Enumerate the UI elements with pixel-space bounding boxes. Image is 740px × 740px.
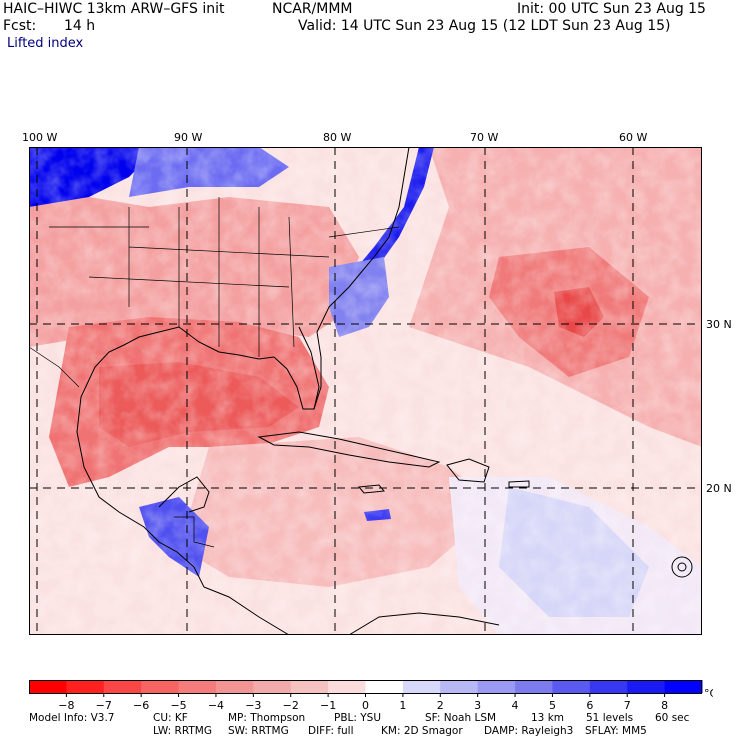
colorbar-labels: −8 −7 −6 −5 −4 −3 −2 −1 0 1 2 3 4 5 6 7 8 °C bbox=[58, 687, 713, 712]
colorbar-swatch bbox=[141, 680, 180, 693]
colorbar-swatch bbox=[627, 680, 666, 693]
colorbar-tick-label: 7 bbox=[624, 699, 631, 712]
map-frame bbox=[29, 147, 702, 635]
valid-time: Valid: 14 UTC Sun 23 Aug 15 (12 LDT Sun … bbox=[298, 18, 671, 34]
storm-contour bbox=[671, 556, 693, 578]
lat-label-20n: 20 N bbox=[706, 482, 732, 495]
gulf-coast bbox=[76, 326, 320, 588]
footer-sf: SF: Noah LSM bbox=[425, 712, 497, 724]
footer-model-info: Model Info: V3.7 bbox=[29, 712, 115, 724]
colorbar-tick-label: −4 bbox=[208, 699, 224, 712]
colorbar-swatch bbox=[365, 680, 404, 693]
colorbar-swatch bbox=[29, 680, 67, 693]
puerto-rico bbox=[508, 480, 530, 488]
colorbar-tick-label: 0 bbox=[362, 699, 369, 712]
colorbar-tick-label: 6 bbox=[586, 699, 593, 712]
lat-label-30n: 30 N bbox=[706, 318, 732, 331]
footer-diff: DIFF: full bbox=[308, 725, 354, 737]
fcst-value: 14 h bbox=[64, 18, 96, 34]
colorbar-tick-label: 3 bbox=[474, 699, 481, 712]
footer-pbl: PBL: YSU bbox=[334, 712, 382, 724]
colorbar-swatch bbox=[515, 680, 553, 693]
colorbar-swatch bbox=[440, 680, 479, 693]
colorbar-tick-label: 5 bbox=[549, 699, 556, 712]
hispaniola bbox=[446, 458, 490, 483]
lifted-index-map bbox=[29, 147, 702, 635]
colorbar-swatch bbox=[103, 680, 142, 693]
colorbar-tick-label: −5 bbox=[170, 699, 186, 712]
colorbar-tick-label: −7 bbox=[96, 699, 112, 712]
lon-label-90w: 90 W bbox=[174, 131, 203, 144]
coastlines bbox=[29, 147, 530, 635]
south-america bbox=[348, 612, 500, 635]
colorbar-swatch bbox=[290, 680, 329, 693]
colorbar-tick-label: 1 bbox=[399, 699, 406, 712]
lat-lon-grid bbox=[29, 147, 702, 635]
fcst-label: Fcst: bbox=[3, 18, 37, 34]
footer-sflay: SFLAY: MM5 bbox=[585, 725, 647, 737]
field-name: Lifted index bbox=[7, 36, 84, 51]
lon-label-70w: 70 W bbox=[470, 131, 499, 144]
colorbar-swatch bbox=[178, 680, 217, 693]
footer-sw: SW: RRTMG bbox=[228, 725, 289, 737]
footer-damp: DAMP: Rayleigh3 bbox=[484, 725, 574, 737]
colorbar-swatch bbox=[215, 680, 254, 693]
yucatan-coast bbox=[158, 476, 210, 513]
colorbar-swatch bbox=[402, 680, 441, 693]
footer-resolution: 13 km bbox=[531, 712, 565, 724]
cuba bbox=[257, 431, 441, 468]
colorbar-unit: °C bbox=[704, 687, 713, 700]
lon-label-60w: 60 W bbox=[619, 131, 648, 144]
lon-label-100w: 100 W bbox=[22, 131, 58, 144]
colorbar-tick-label: 2 bbox=[437, 699, 444, 712]
colorbar-swatches bbox=[29, 680, 703, 694]
colorbar-tick-label: −1 bbox=[320, 699, 336, 712]
storm-contour-inner bbox=[677, 562, 687, 572]
footer-lw: LW: RRTMG bbox=[153, 725, 212, 737]
atlantic-coast bbox=[313, 147, 410, 410]
colorbar-swatch bbox=[253, 680, 292, 693]
footer-levels: 51 levels bbox=[586, 712, 634, 724]
colorbar-swatch bbox=[66, 680, 105, 693]
colorbar-tick-label: −3 bbox=[245, 699, 261, 712]
colorbar-tick-label: −2 bbox=[283, 699, 299, 712]
mexico-border bbox=[29, 346, 215, 548]
jamaica bbox=[358, 484, 385, 494]
colorbar-swatch bbox=[328, 680, 366, 693]
colorbar-tick-label: 4 bbox=[512, 699, 519, 712]
colorbar-tick-label: −8 bbox=[58, 699, 74, 712]
lon-label-80w: 80 W bbox=[323, 131, 352, 144]
center-label: NCAR/MMM bbox=[272, 1, 353, 17]
footer-timestep: 60 sec bbox=[655, 712, 690, 724]
model-title: HAIC–HIWC 13km ARW–GFS init bbox=[3, 1, 225, 17]
colorbar-swatch bbox=[589, 680, 628, 693]
init-time: Init: 00 UTC Sun 23 Aug 15 bbox=[517, 1, 706, 17]
footer-mp: MP: Thompson bbox=[228, 712, 306, 724]
footer-cu: CU: KF bbox=[153, 712, 188, 724]
field-texture bbox=[29, 147, 702, 635]
colorbar-swatch bbox=[552, 680, 591, 693]
state-borders bbox=[49, 197, 400, 357]
colorbar-swatch bbox=[477, 680, 516, 693]
colorbar: −8 −7 −6 −5 −4 −3 −2 −1 0 1 2 3 4 5 6 7 8 °C bbox=[29, 680, 713, 712]
colorbar-tick-label: 8 bbox=[661, 699, 668, 712]
colorbar-tick-label: −6 bbox=[133, 699, 149, 712]
colorbar-swatch bbox=[664, 680, 703, 693]
central-america bbox=[203, 586, 290, 635]
footer-km: KM: 2D Smagor bbox=[381, 725, 463, 737]
